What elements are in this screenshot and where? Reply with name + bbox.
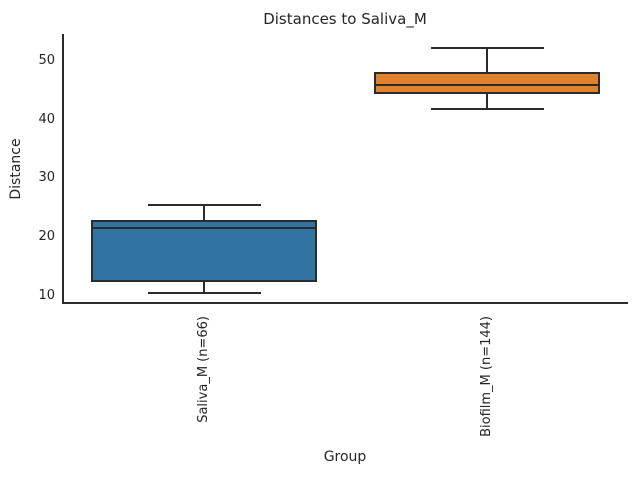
y-tick-label: 50 [38, 53, 55, 68]
x-axis-label: Group [323, 449, 367, 465]
chart-title: Distances to Saliva_M [263, 10, 427, 28]
x-tick-label: Biofilm_M (n=144) [479, 316, 494, 437]
x-axis-spine [62, 302, 628, 304]
whisker-cap-lower [430, 108, 544, 110]
whisker-cap-upper [430, 47, 544, 49]
whisker-upper-line [203, 205, 205, 221]
whisker-upper-line [486, 48, 488, 73]
y-tick-label: 40 [38, 112, 55, 127]
y-tick-label: 30 [38, 170, 55, 185]
plot-area [62, 34, 628, 304]
whisker-lower-line [486, 93, 488, 109]
iqr-box [374, 72, 600, 94]
whisker-cap-upper [147, 204, 261, 206]
y-axis-spine [62, 34, 64, 304]
whisker-lower-line [203, 281, 205, 293]
y-tick-label: 10 [38, 288, 55, 303]
boxplot-biofilm_m [62, 34, 628, 304]
median-line [93, 227, 315, 229]
median-line [376, 84, 598, 86]
iqr-box [91, 220, 317, 282]
x-tick-label: Saliva_M (n=66) [196, 316, 211, 423]
y-tick-label: 20 [38, 229, 55, 244]
boxplot-saliva_m [62, 34, 628, 304]
whisker-cap-lower [147, 292, 261, 294]
